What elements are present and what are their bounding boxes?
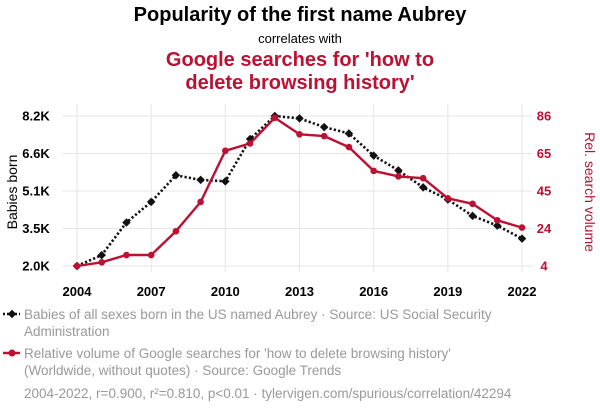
point-searches-2012 <box>271 114 279 122</box>
legend-marker-babies <box>7 309 17 319</box>
point-babies-2022 <box>517 234 527 243</box>
point-searches-2014 <box>320 132 328 140</box>
series-layer <box>72 111 527 271</box>
legend-marker-searches <box>8 349 16 357</box>
point-searches-2021 <box>493 216 501 224</box>
y-left-tick-label: 2.0K <box>22 259 50 274</box>
y-left-tick-label: 6.6K <box>22 146 50 161</box>
y-right-tick-label: 86 <box>537 109 551 124</box>
y-axis-left: 8.2K 6.6K 5.1K 3.5K 2.0K <box>22 109 50 274</box>
y-axis-left-label: Babies born <box>4 155 20 230</box>
point-searches-2006 <box>123 251 130 259</box>
y-axis-right-label: Rel. search volume <box>582 132 598 252</box>
point-babies-2007 <box>146 197 156 207</box>
point-babies-2018 <box>418 183 428 192</box>
x-tick-label: 2016 <box>359 284 388 299</box>
legend-text-babies-line2: Administration <box>24 324 110 339</box>
point-searches-2018 <box>419 174 427 182</box>
chart-subtitle: correlates with <box>258 31 342 46</box>
point-searches-2016 <box>370 167 377 175</box>
point-babies-2014 <box>319 122 329 132</box>
x-tick-label: 2004 <box>63 284 93 299</box>
point-searches-2010 <box>222 147 229 155</box>
point-babies-2006 <box>122 218 131 227</box>
point-babies-2009 <box>196 175 205 185</box>
x-tick-label: 2019 <box>433 284 462 299</box>
chart-title2-line2: delete browsing history' <box>185 72 414 94</box>
x-tick-label: 2007 <box>137 284 166 299</box>
y-right-tick-label: 65 <box>537 146 551 161</box>
point-searches-2022 <box>518 224 526 231</box>
point-searches-2017 <box>395 173 402 180</box>
point-babies-2005 <box>97 250 106 260</box>
chart-title2-line1: Google searches for 'how to <box>166 49 434 71</box>
y-left-tick-label: 5.1K <box>22 184 50 199</box>
x-axis: 2004 2007 2010 2013 2016 2019 2022 <box>63 284 537 299</box>
y-right-tick-label: 45 <box>537 184 551 199</box>
point-babies-2008 <box>171 171 181 180</box>
point-babies-2015 <box>344 129 354 138</box>
point-searches-2020 <box>469 200 476 208</box>
y-axis-right: 86 65 45 24 4 <box>537 109 552 274</box>
point-searches-2011 <box>246 140 254 147</box>
point-searches-2019 <box>444 195 452 202</box>
point-babies-2010 <box>221 177 230 186</box>
legend-text-searches-line1: Relative volume of Google searches for '… <box>24 346 451 361</box>
legend-text-searches-line2: (Worldwide, without quotes) · Source: Go… <box>24 363 341 378</box>
point-babies-2016 <box>369 151 378 160</box>
chart-title: Popularity of the first name Aubrey <box>134 4 468 26</box>
x-tick-label: 2013 <box>285 284 314 299</box>
point-searches-2005 <box>98 259 106 266</box>
y-left-tick-label: 8.2K <box>22 109 50 124</box>
x-tick-label: 2010 <box>211 284 240 299</box>
y-right-tick-label: 24 <box>537 221 552 236</box>
point-babies-2020 <box>468 211 477 221</box>
point-searches-2004 <box>73 262 81 270</box>
point-babies-2021 <box>493 221 502 230</box>
point-searches-2008 <box>172 227 180 235</box>
point-babies-2013 <box>295 114 304 123</box>
point-searches-2015 <box>345 143 353 151</box>
y-right-tick-label: 4 <box>540 259 548 274</box>
point-searches-2009 <box>197 198 204 206</box>
point-searches-2007 <box>147 251 155 259</box>
x-tick-label: 2022 <box>508 284 537 299</box>
point-searches-2013 <box>296 130 303 138</box>
legend-text-babies-line1: Babies of all sexes born in the US named… <box>24 307 492 322</box>
gridlines <box>62 104 532 272</box>
legend: Babies of all sexes born in the US named… <box>3 307 492 378</box>
chart-footer: 2004-2022, r=0.900, r²=0.810, p<0.01 · t… <box>24 386 512 401</box>
y-left-tick-label: 3.5K <box>22 221 50 236</box>
